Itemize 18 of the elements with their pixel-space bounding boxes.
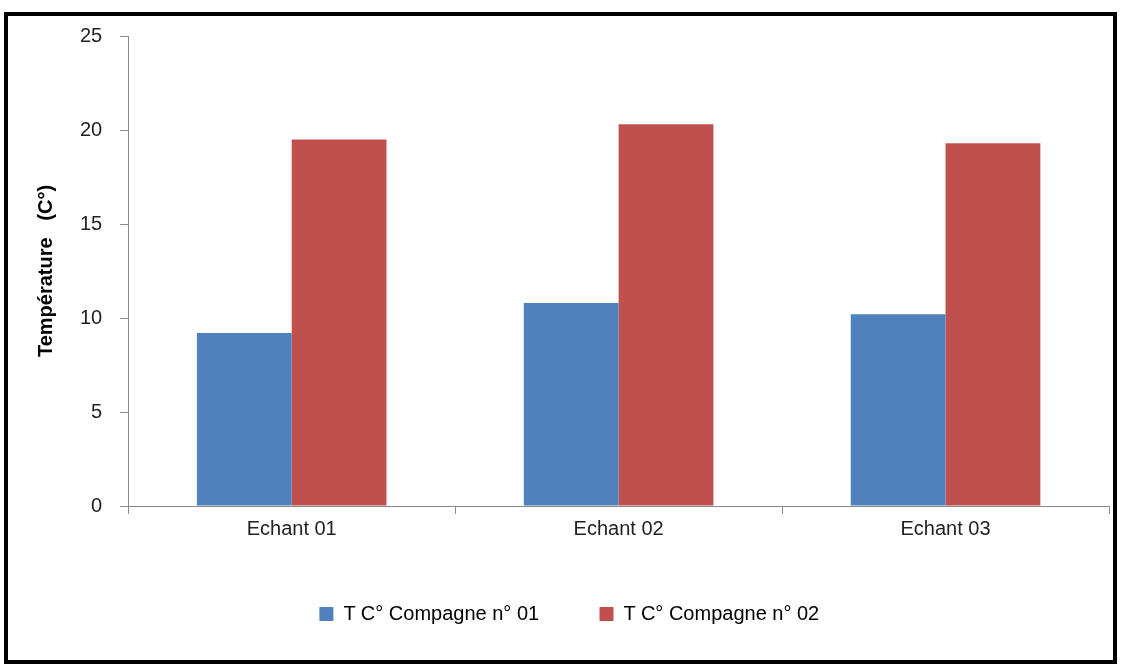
y-tick-label: 0: [91, 493, 103, 516]
bar: [618, 124, 714, 506]
y-tick-label: 5: [91, 399, 103, 422]
bar: [291, 139, 387, 506]
bar: [523, 302, 619, 506]
bar: [850, 314, 946, 506]
x-tick-label: Echant 02: [573, 516, 664, 539]
legend-label: T C° Compagne n° 02: [623, 601, 820, 624]
y-tick-label: 15: [80, 211, 103, 234]
y-axis-title: Température (C°): [33, 184, 56, 358]
bar: [196, 333, 292, 506]
x-tick-label: Echant 03: [900, 516, 991, 539]
y-tick-label: 10: [80, 305, 103, 328]
y-tick-label: 20: [80, 117, 103, 140]
x-tick-label: Echant 01: [246, 516, 337, 539]
y-tick-label: 25: [80, 23, 103, 46]
bar: [945, 143, 1041, 506]
legend-label: T C° Compagne n° 01: [343, 601, 540, 624]
